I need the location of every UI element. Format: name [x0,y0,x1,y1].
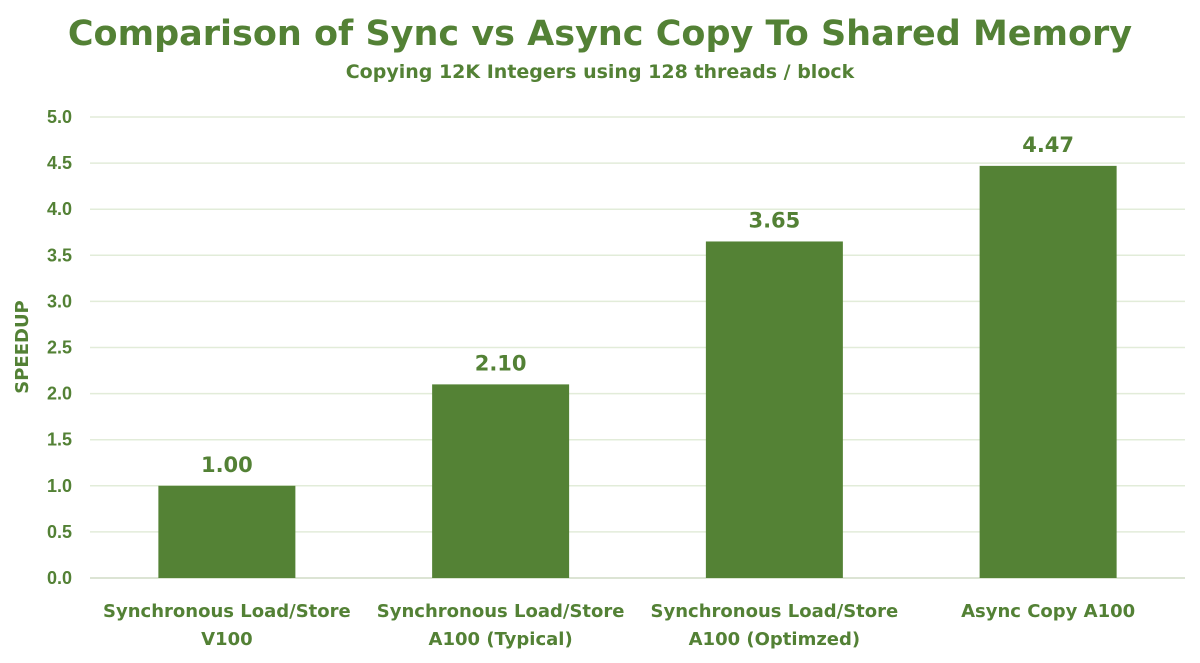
x-category-label: A100 (Optimzed) [689,629,861,650]
y-tick-label: 1.5 [47,430,72,450]
y-tick-label: 3.0 [47,291,72,311]
data-labels: 1.00 2.10 3.65 4.47 [201,133,1074,477]
y-tick-label: 2.0 [47,384,72,404]
bar-value-label: 4.47 [1022,133,1074,157]
bar [158,485,296,578]
bar [432,384,570,578]
x-category-label: Synchronous Load/Store [103,601,351,622]
y-tick-label: 3.5 [47,245,72,265]
x-axis-categories: Synchronous Load/Store V100 Synchronous Lo… [103,601,1135,650]
bar-value-label: 3.65 [748,208,800,232]
y-tick-label: 2.5 [47,338,72,358]
y-tick-label: 4.0 [47,199,72,219]
x-category-label: V100 [201,629,253,650]
y-tick-label: 5.0 [47,107,72,127]
bar [979,165,1117,578]
y-tick-label: 0.5 [47,522,72,542]
y-axis-label: SPEEDUP [12,300,33,394]
y-tick-label: 0.0 [47,568,72,588]
x-category-label: Async Copy A100 [961,601,1135,622]
y-tick-label: 1.0 [47,476,72,496]
y-tick-label: 4.5 [47,153,72,173]
bars [158,165,1117,578]
bar [705,241,843,578]
bar-value-label: 1.00 [201,453,253,477]
y-axis-ticks: 0.0 0.5 1.0 1.5 2.0 2.5 3.0 3.5 4.0 4.5 5.0 [47,107,72,588]
x-category-label: Synchronous Load/Store [377,601,625,622]
chart-subtitle: Copying 12K Integers using 128 threads /… [346,61,855,83]
bar-value-label: 2.10 [475,351,527,375]
x-category-label: A100 (Typical) [429,629,573,650]
chart-title: Comparison of Sync vs Async Copy To Shar… [68,14,1132,54]
x-category-label: Synchronous Load/Store [651,601,899,622]
